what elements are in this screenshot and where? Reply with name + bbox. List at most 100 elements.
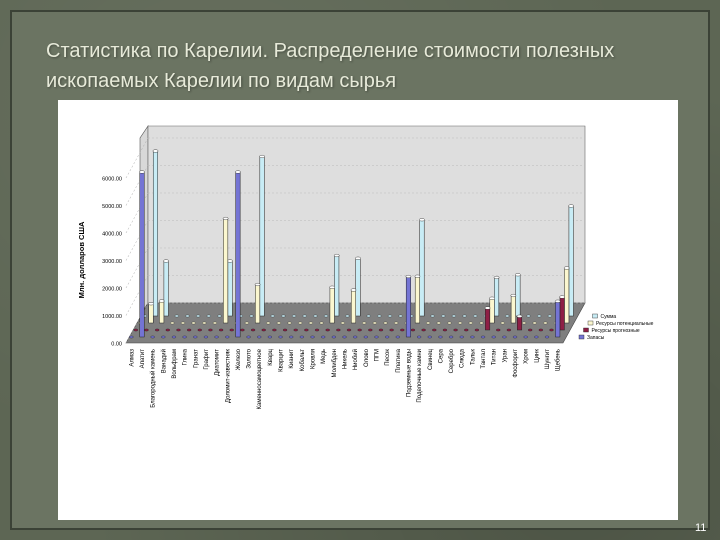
bar-zero-marker bbox=[346, 328, 352, 332]
bar-zero-marker bbox=[345, 314, 350, 318]
bar-zero-marker bbox=[212, 321, 218, 325]
bar-top bbox=[405, 274, 412, 278]
bar-zero-marker bbox=[182, 335, 187, 339]
bar-zero-marker bbox=[133, 328, 139, 332]
bar bbox=[255, 284, 261, 324]
bar bbox=[148, 303, 154, 324]
bar-zero-marker bbox=[448, 335, 454, 339]
bar-zero-marker bbox=[479, 321, 484, 325]
bar-zero-marker bbox=[287, 321, 292, 325]
bar-zero-marker bbox=[206, 314, 211, 318]
bar bbox=[494, 277, 500, 317]
bar bbox=[163, 260, 169, 317]
x-tick-label: Щебень bbox=[556, 349, 562, 371]
bar bbox=[227, 260, 233, 317]
bar bbox=[235, 171, 241, 338]
bar bbox=[510, 295, 516, 324]
bar-zero-marker bbox=[291, 314, 297, 318]
bar-zero-marker bbox=[377, 314, 382, 318]
bar-zero-marker bbox=[352, 335, 358, 339]
bar-zero-marker bbox=[218, 328, 224, 332]
bar-zero-marker bbox=[129, 335, 134, 339]
bar bbox=[485, 307, 491, 331]
bar-zero-marker bbox=[368, 328, 373, 332]
bar-zero-marker bbox=[500, 321, 505, 325]
slide-title: Статистика по Карелии. Распределение сто… bbox=[46, 40, 615, 92]
x-tick-label: Фосфорит bbox=[513, 349, 519, 378]
bar-zero-marker bbox=[416, 335, 422, 339]
x-tick-label: Глина bbox=[183, 348, 189, 365]
bar-zero-marker bbox=[464, 328, 469, 332]
bar bbox=[334, 255, 340, 317]
bar-zero-marker bbox=[289, 335, 294, 339]
bar-zero-marker bbox=[532, 321, 537, 325]
bar-zero-marker bbox=[357, 328, 362, 332]
chart-3d-bar: 0.00 1000.00 2000.00 3000.00 4000.00 5000.00 6… bbox=[77, 125, 654, 410]
x-tick-label: Олово bbox=[364, 348, 370, 367]
bar-zero-marker bbox=[186, 328, 192, 332]
bar-zero-marker bbox=[270, 314, 275, 318]
x-tick-label: Графит bbox=[204, 349, 210, 370]
bar-zero-marker bbox=[170, 321, 175, 325]
bar bbox=[405, 276, 411, 338]
bar-zero-marker bbox=[281, 314, 286, 318]
bar-zero-marker bbox=[410, 328, 416, 332]
y-tick-label: 3000.00 bbox=[102, 259, 122, 265]
bar-top bbox=[235, 170, 241, 174]
bar-top bbox=[489, 296, 495, 300]
bar bbox=[259, 156, 265, 317]
x-tick-label: Благородный камень bbox=[150, 349, 157, 408]
x-tick-label: Кварцит bbox=[279, 349, 285, 372]
x-tick-label: Кобальт bbox=[300, 349, 306, 372]
x-tick-label: Уран bbox=[502, 349, 508, 363]
legend-entry: Запасы bbox=[587, 335, 605, 341]
x-tick-label: Тантал bbox=[481, 349, 487, 369]
bar-zero-marker bbox=[453, 328, 458, 332]
bar-zero-marker bbox=[521, 321, 527, 325]
bar bbox=[351, 289, 356, 324]
bar-zero-marker bbox=[427, 335, 432, 339]
bar-zero-marker bbox=[325, 328, 330, 332]
bar-zero-marker bbox=[202, 321, 207, 325]
bar-zero-marker bbox=[314, 328, 320, 332]
bar bbox=[329, 287, 335, 324]
bar-zero-marker bbox=[342, 335, 347, 339]
bar-top bbox=[333, 253, 340, 257]
bar-zero-marker bbox=[225, 335, 230, 339]
bar-zero-marker bbox=[383, 321, 388, 325]
bar-zero-marker bbox=[387, 314, 393, 318]
bar-zero-marker bbox=[534, 335, 539, 339]
x-axis-ticks: Алмаз Апатит Благородный камень Ванадий Воль… bbox=[129, 348, 561, 409]
x-tick-label: Диатомит bbox=[215, 349, 221, 376]
x-tick-label: Доломит-известняк bbox=[225, 349, 231, 403]
bar-zero-marker bbox=[250, 328, 256, 332]
x-tick-label: Поделочные камни bbox=[417, 349, 423, 403]
bar-zero-marker bbox=[240, 328, 245, 332]
bar-zero-marker bbox=[547, 314, 553, 318]
y-axis-label: Млн. долларов США bbox=[77, 221, 86, 298]
bar bbox=[489, 298, 495, 324]
y-tick-label: 0.00 bbox=[111, 342, 122, 348]
x-tick-label: Серебро bbox=[449, 348, 455, 373]
x-tick-label: Слюда bbox=[460, 348, 466, 368]
bar-zero-marker bbox=[176, 328, 181, 332]
bar-top bbox=[152, 149, 159, 153]
bar-zero-marker bbox=[506, 328, 512, 332]
bar-zero-marker bbox=[331, 335, 337, 339]
bar-zero-marker bbox=[302, 314, 307, 318]
bar-zero-marker bbox=[249, 314, 254, 318]
bar-zero-marker bbox=[366, 314, 371, 318]
x-tick-label: Кианит bbox=[289, 349, 295, 369]
bar-zero-marker bbox=[436, 321, 441, 325]
bar-top bbox=[163, 259, 169, 263]
bar-zero-marker bbox=[442, 328, 448, 332]
bar-zero-marker bbox=[320, 335, 326, 339]
legend-entry: Сумма bbox=[601, 314, 617, 320]
bar-zero-marker bbox=[536, 314, 542, 318]
bar-top bbox=[563, 266, 570, 270]
bar-top bbox=[484, 306, 491, 310]
bar-zero-marker bbox=[398, 314, 403, 318]
bar-zero-marker bbox=[266, 321, 271, 325]
legend-swatch bbox=[583, 327, 589, 333]
bar-top bbox=[559, 295, 565, 299]
